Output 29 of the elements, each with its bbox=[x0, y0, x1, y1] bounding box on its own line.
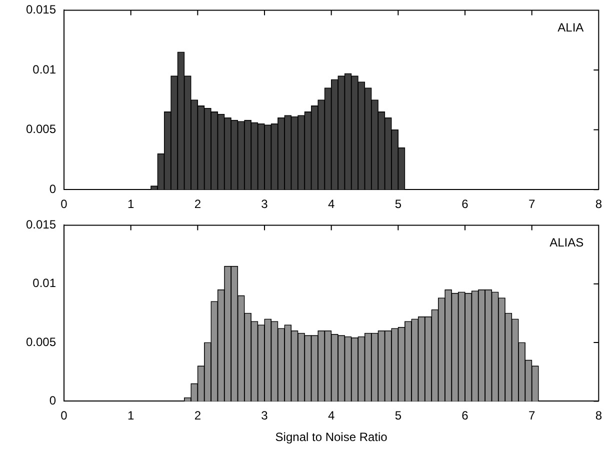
x-tick-label: 3 bbox=[261, 197, 268, 212]
x-tick-label: 7 bbox=[528, 197, 536, 212]
x-axis-title: Signal to Noise Ratio bbox=[275, 430, 388, 444]
x-tick-label: 2 bbox=[194, 197, 202, 212]
y-tick-label: 0 bbox=[49, 182, 56, 196]
x-tick-label: 6 bbox=[462, 197, 469, 212]
x-tick-label: 0 bbox=[60, 408, 68, 423]
x-tick-label: 3 bbox=[261, 408, 268, 423]
annotation: ALIAS bbox=[550, 236, 584, 250]
x-tick-label: 8 bbox=[595, 408, 602, 423]
x-tick-label: 4 bbox=[328, 197, 335, 212]
x-tick-label: 1 bbox=[127, 408, 134, 423]
x-tick-label: 8 bbox=[595, 197, 602, 212]
x-tick-label: 6 bbox=[462, 408, 469, 423]
y-tick-label: 0.01 bbox=[32, 62, 56, 76]
y-tick-label: 0.005 bbox=[26, 122, 56, 136]
y-tick-label: 0.015 bbox=[26, 2, 56, 17]
x-tick-label: 7 bbox=[528, 408, 536, 423]
annotation: ALIA bbox=[558, 20, 584, 35]
y-tick-label: 0.01 bbox=[32, 276, 56, 290]
y-tick-label: 0.005 bbox=[26, 334, 56, 349]
x-tick-label: 4 bbox=[328, 408, 335, 423]
y-tick-label: 0.015 bbox=[26, 218, 56, 232]
x-tick-label: 2 bbox=[194, 408, 202, 423]
x-tick-label: 1 bbox=[127, 197, 134, 212]
x-tick-label: 5 bbox=[394, 408, 402, 423]
x-tick-label: 0 bbox=[60, 197, 68, 212]
y-tick-label: 0 bbox=[49, 394, 56, 408]
x-tick-label: 5 bbox=[394, 197, 402, 212]
